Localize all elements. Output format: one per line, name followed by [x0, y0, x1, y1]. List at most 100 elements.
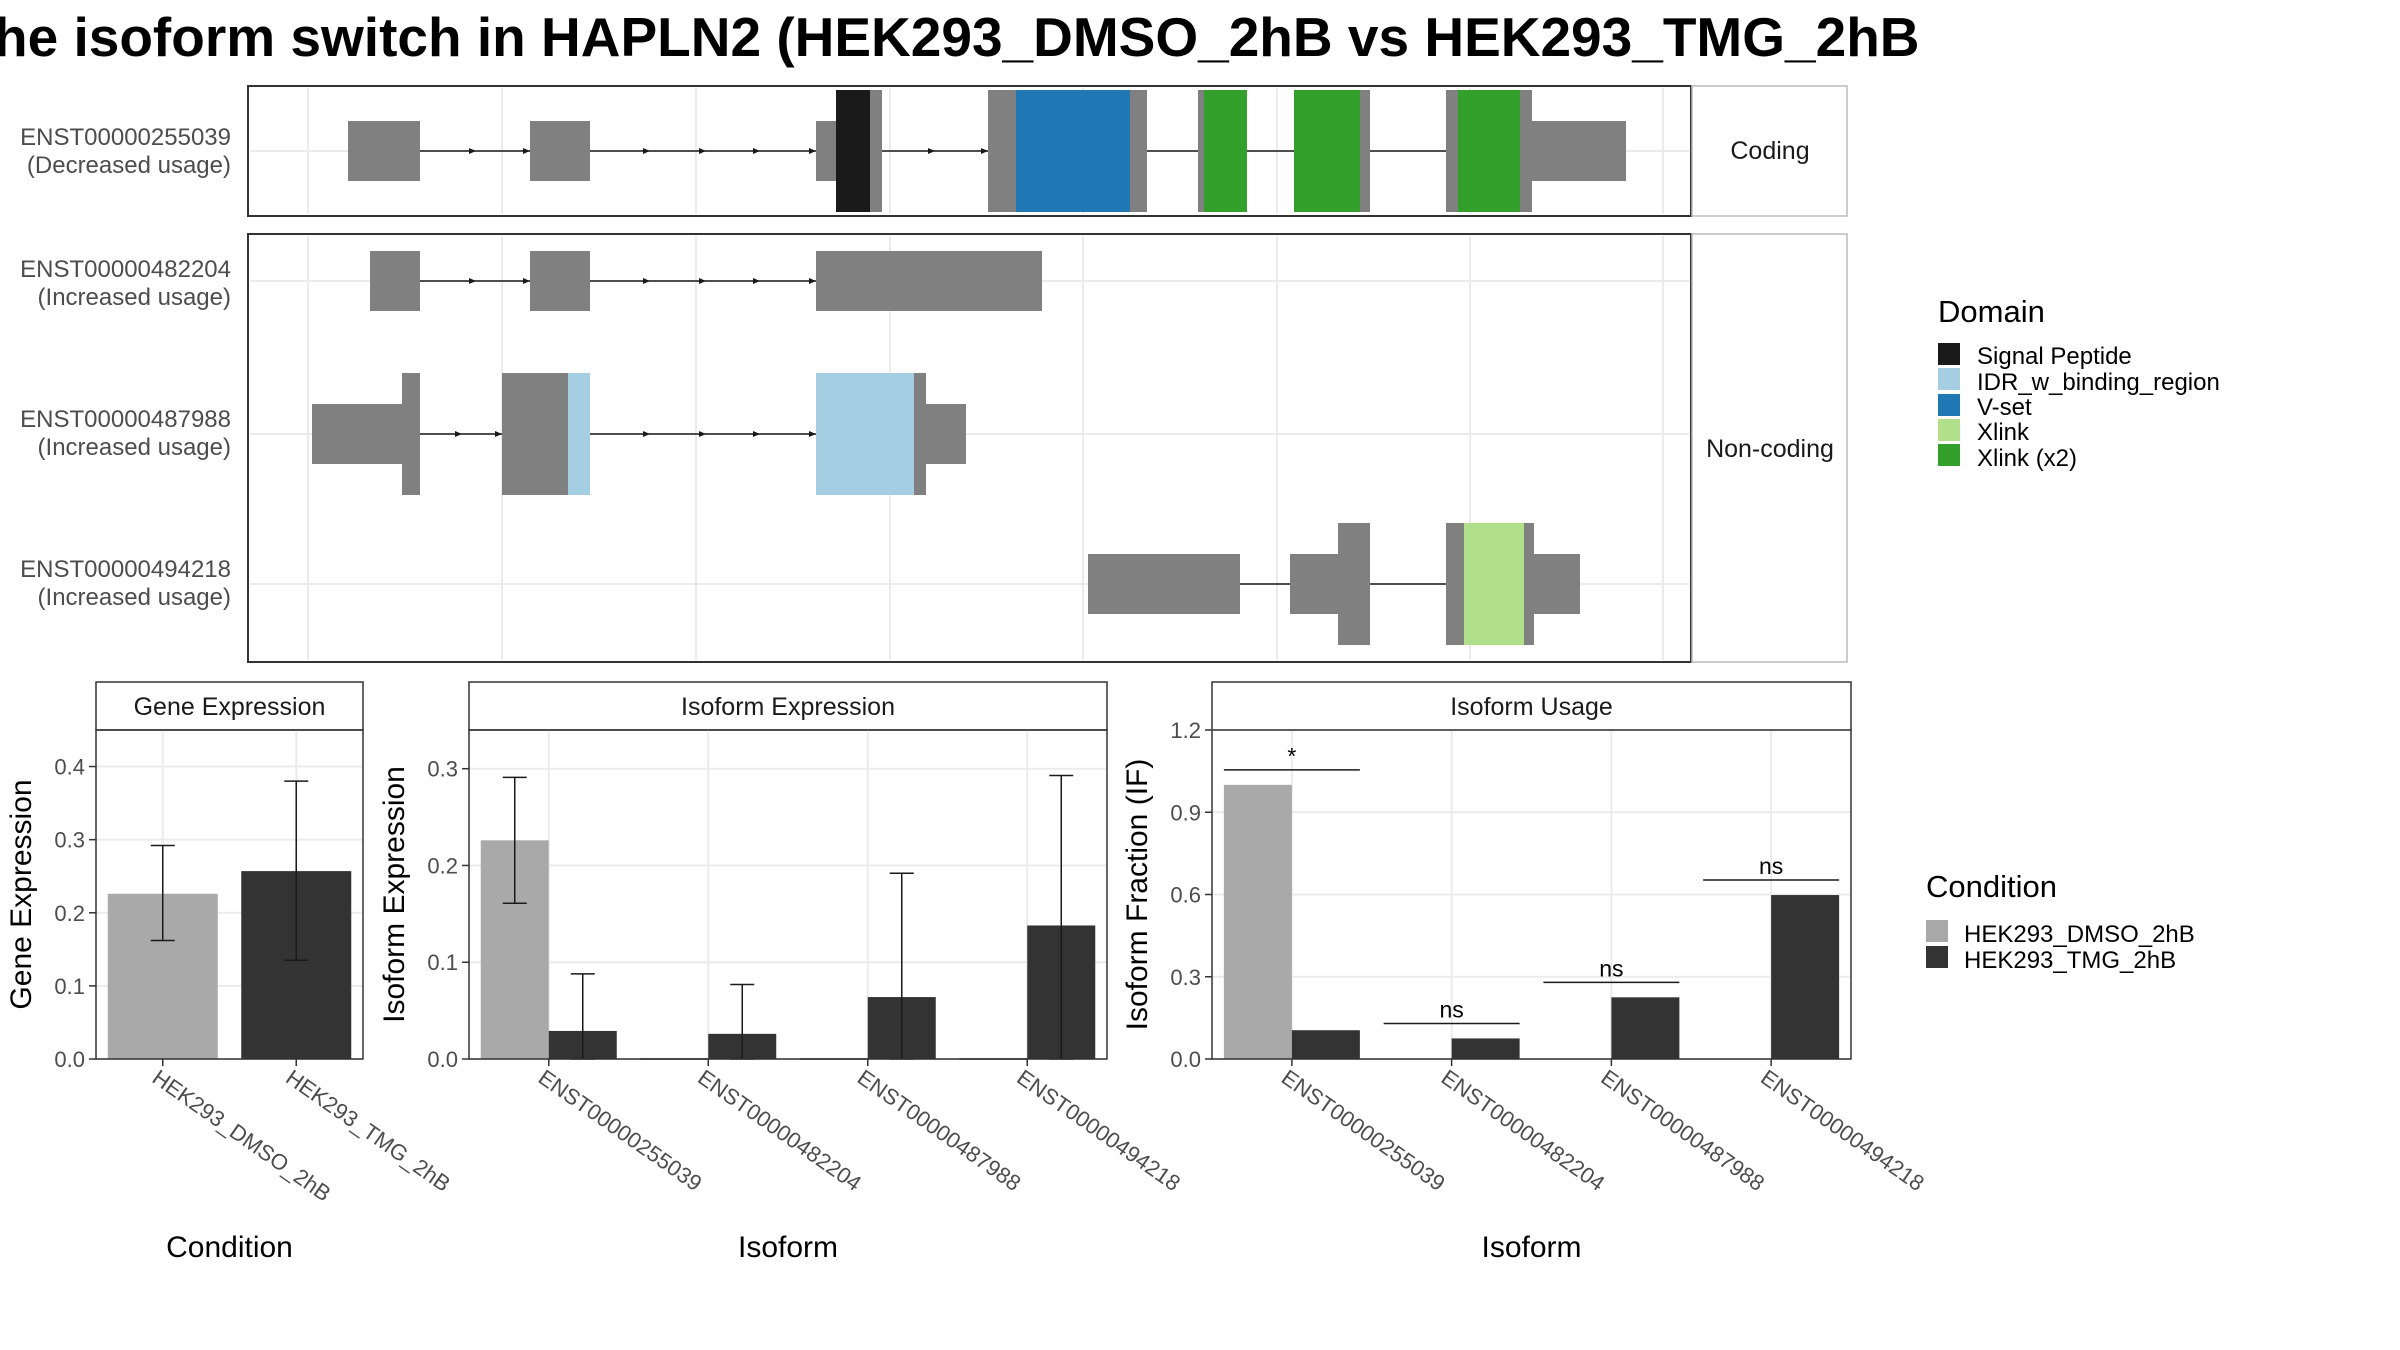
condition-legend: Condition HEK293_DMSO_2hB HEK293_TMG_2hB [1926, 869, 2195, 974]
legend-label-vset: V-set [1977, 394, 2032, 421]
undefined-exon [1360, 90, 1370, 212]
undefined-direction-arrow [699, 148, 706, 154]
undefined-direction-arrow [928, 148, 935, 154]
panel-title: Isoform Expression [681, 693, 895, 721]
undefined-exon [1520, 90, 1532, 212]
undefined-direction-arrow [643, 278, 650, 284]
undefined-direction-arrow [455, 431, 462, 437]
undefined-exon [1446, 523, 1464, 645]
undefined-direction-arrow [699, 278, 706, 284]
facet-strip [1211, 681, 1852, 731]
undefined-direction-arrow [809, 148, 816, 154]
facet-label-coding: Coding [1730, 137, 1809, 165]
undefined-direction-arrow [495, 431, 502, 437]
significance-label: ns [1759, 853, 1783, 879]
undefined-exon [1198, 90, 1204, 212]
legend-swatch-signal-peptide [1938, 343, 1960, 365]
y-tick-label: 0.3 [1170, 965, 1201, 990]
y-tick-label: 0.6 [1170, 883, 1201, 908]
undefined-exon [988, 90, 1016, 212]
undefined-direction-arrow [981, 148, 988, 154]
isoform-label-3-usage: (Increased usage) [38, 434, 231, 461]
isoform-usage-panel: Isoform Usage 0.0 0.3 0.6 0.9 1.2 * ns ns ns ENST0… [1121, 681, 1929, 1264]
x-tick-label: ENST00000494218 [1012, 1065, 1185, 1196]
y-tick-label: 0.4 [54, 755, 85, 780]
undefined-direction-arrow [753, 278, 760, 284]
bar [1291, 1030, 1360, 1059]
undefined-exon [1294, 90, 1360, 212]
isoform-label-1-usage: (Decreased usage) [27, 152, 231, 179]
undefined-direction-arrow [809, 431, 816, 437]
condition-legend-title: Condition [1926, 869, 2057, 904]
x-tick-label: ENST00000255039 [1277, 1065, 1450, 1196]
undefined-exon [568, 373, 590, 495]
legend-swatch-vset [1938, 394, 1960, 416]
figure-title: he isoform switch in HAPLN2 (HEK293_DMSO… [0, 6, 1920, 68]
undefined-exon [348, 121, 420, 181]
undefined-exon [530, 121, 590, 181]
undefined-exon [1532, 121, 1626, 181]
legend-swatch-xlink-x2 [1938, 444, 1960, 466]
panel-title: Gene Expression [134, 693, 326, 721]
plot-frame [1211, 729, 1852, 1060]
undefined-direction-arrow [469, 148, 476, 154]
isoform-label-4-usage: (Increased usage) [38, 584, 231, 611]
y-tick-label: 0.0 [54, 1047, 85, 1072]
x-axis-label: Condition [166, 1231, 293, 1264]
y-tick-label: 0.1 [54, 974, 85, 999]
undefined-direction-arrow [523, 148, 530, 154]
legend-swatch-tmg [1926, 946, 1948, 968]
undefined-direction-arrow [699, 431, 706, 437]
legend-swatch-idr [1938, 368, 1960, 390]
undefined-exon [914, 373, 926, 495]
legend-label-xlink: Xlink [1977, 419, 2030, 446]
x-tick-label: ENST00000494218 [1756, 1065, 1929, 1196]
y-tick-label: 0.0 [1170, 1047, 1201, 1072]
y-tick-label: 1.2 [1170, 718, 1201, 743]
undefined-exon [402, 373, 420, 495]
undefined-direction-arrow [753, 148, 760, 154]
undefined-exon [1290, 554, 1338, 614]
y-axis-label: Gene Expression [5, 779, 38, 1009]
bar [1771, 895, 1840, 1059]
legend-swatch-xlink [1938, 419, 1960, 441]
y-tick-label: 0.0 [427, 1047, 458, 1072]
isoform-label-1-id: ENST00000255039 [20, 124, 231, 151]
transcript-structure-panel: Coding Non-coding ENST00000255039 (Decre… [20, 85, 1848, 663]
undefined-exon [1534, 554, 1580, 614]
isoform-label-2-usage: (Increased usage) [38, 284, 231, 311]
undefined-direction-arrow [523, 278, 530, 284]
undefined-exon [502, 373, 568, 495]
isoform-label-2-id: ENST00000482204 [20, 256, 231, 283]
bar [1611, 997, 1680, 1059]
undefined-exon [926, 404, 966, 464]
y-tick-label: 0.2 [54, 901, 85, 926]
undefined-exon [1464, 523, 1524, 645]
transcript-models [312, 90, 1626, 645]
plot-frame [95, 729, 364, 1060]
undefined-exon [1088, 554, 1240, 614]
isoform-label-4-id: ENST00000494218 [20, 556, 231, 583]
x-tick-label: ENST00000487988 [853, 1065, 1026, 1196]
facet-strip-noncoding [1691, 233, 1848, 663]
x-tick-label: ENST00000255039 [534, 1065, 707, 1196]
significance-label: * [1287, 743, 1296, 769]
y-tick-label: 0.3 [54, 828, 85, 853]
undefined-exon [1446, 90, 1458, 212]
legend-label-tmg: HEK293_TMG_2hB [1964, 947, 2176, 974]
x-axis-label: Isoform [738, 1231, 838, 1264]
significance-label: ns [1439, 996, 1463, 1022]
facet-label-noncoding: Non-coding [1706, 435, 1834, 463]
legend-swatch-dmso [1926, 920, 1948, 942]
undefined-direction-arrow [469, 278, 476, 284]
facet-strip-coding [1691, 85, 1848, 217]
x-tick-label: ENST00000482204 [693, 1065, 866, 1196]
undefined-exon [1524, 523, 1534, 645]
undefined-exon [816, 373, 914, 495]
x-tick-label: ENST00000487988 [1597, 1065, 1770, 1196]
domain-legend: Domain Signal Peptide IDR_w_binding_regi… [1938, 294, 2220, 472]
facet-strip [468, 681, 1108, 731]
y-tick-label: 0.2 [427, 853, 458, 878]
undefined-direction-arrow [753, 431, 760, 437]
